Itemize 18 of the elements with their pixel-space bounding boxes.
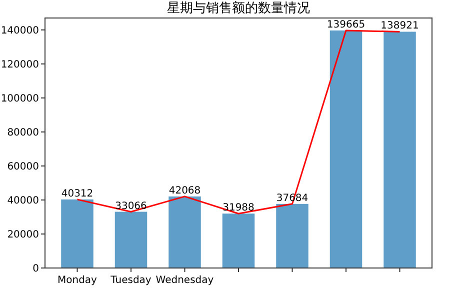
data-label: 138921 <box>380 20 419 32</box>
data-label: 42068 <box>168 185 201 196</box>
data-label: 33066 <box>115 200 147 212</box>
y-tick-label: 20000 <box>7 229 39 240</box>
chart-title: 星期与销售额的数量情况 <box>167 1 310 16</box>
y-tick-label: 80000 <box>7 127 39 138</box>
y-tick-label: 140000 <box>0 25 39 36</box>
y-tick-label: 100000 <box>0 93 39 104</box>
x-tick-label: Wednesday <box>156 275 214 286</box>
x-tick-label: Tuesday <box>110 275 152 286</box>
y-tick-label: 120000 <box>0 59 39 70</box>
x-tick-label: Monday <box>58 275 98 286</box>
y-tick-label: 0 <box>32 264 39 274</box>
y-tick-label: 60000 <box>7 161 39 172</box>
data-label: 139665 <box>326 19 366 30</box>
y-tick-label: 40000 <box>7 195 39 206</box>
data-label: 31988 <box>222 202 254 214</box>
data-label: 40312 <box>61 188 94 200</box>
